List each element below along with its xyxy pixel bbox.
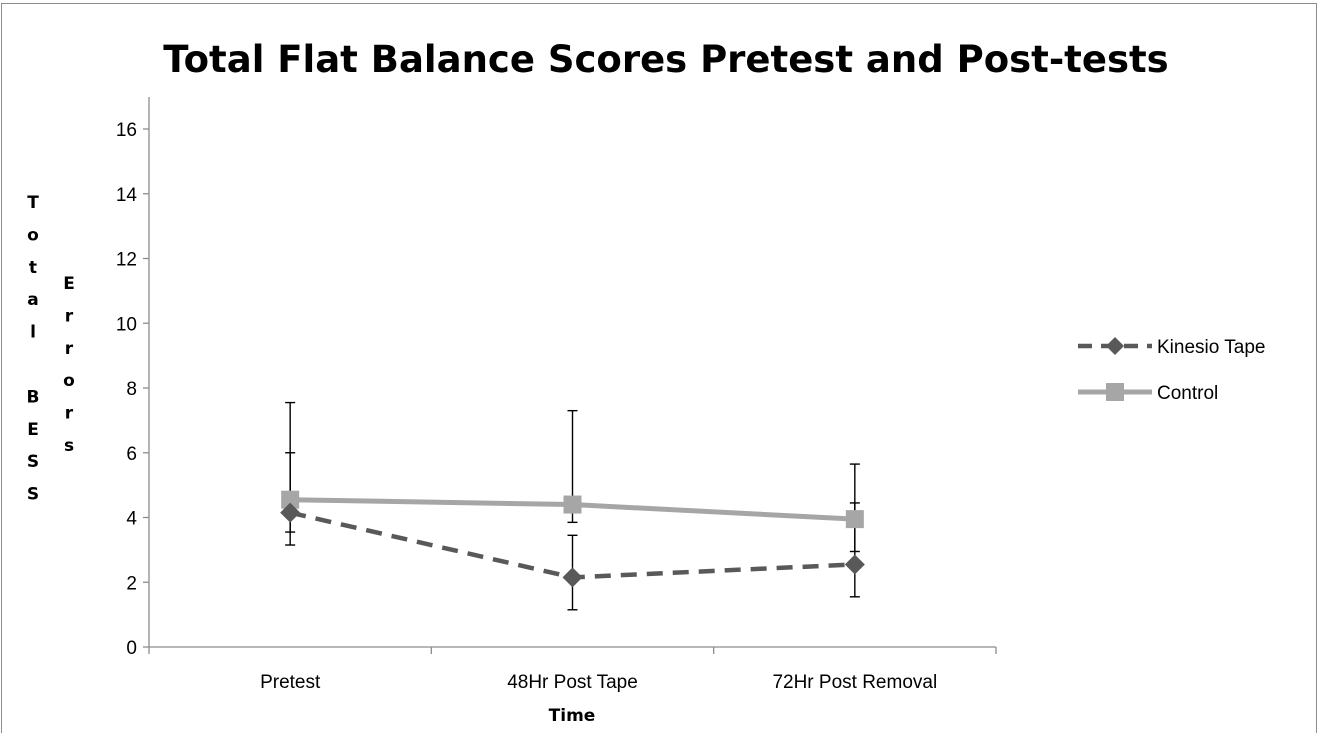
chart-frame [1,3,1317,733]
x-tick-label: 72Hr Post Removal [772,672,937,693]
chart-title: Total Flat Balance Scores Pretest and Po… [163,38,1168,81]
y-axis-title-letter: E [63,274,75,294]
legend-label: Kinesio Tape [1157,337,1265,358]
y-tick-label: 4 [126,509,137,530]
legend: Kinesio Tape Control [1078,337,1265,404]
y-axis: 0 2 4 6 8 10 12 14 16 [116,97,150,659]
y-axis-title-letter: t [29,258,37,278]
legend-marker-diamond [1106,337,1124,355]
y-axis-title-letter: B [27,387,40,407]
data-point-kinesio-tape [844,554,865,575]
data-point-kinesio-tape [562,567,583,588]
y-axis-title-letter: S [27,452,39,472]
y-tick-label: 0 [126,638,137,659]
y-axis-title-letter: o [63,371,75,391]
y-tick-label: 6 [126,444,137,465]
legend-marker-square [1106,383,1124,401]
y-axis-title-letter: a [27,290,38,310]
y-axis-title-letter: l [30,323,36,343]
data-point-kinesio-tape [280,502,301,523]
y-axis-title-letter: r [65,339,74,359]
x-tick-label: Pretest [260,672,321,693]
y-tick-label: 16 [116,120,137,141]
plot-area [280,401,865,611]
y-axis-title-letter: r [65,404,74,424]
y-axis-title-letter: r [65,306,74,326]
x-tick-label: 48Hr Post Tape [507,672,638,693]
data-point-control [281,490,300,509]
y-tick-label: 2 [126,573,137,594]
data-point-control [563,495,582,514]
y-tick-label: 14 [116,185,138,206]
y-tick-label: 12 [116,250,137,271]
x-axis-title: Time [549,706,596,726]
y-tick-label: 8 [126,379,137,400]
data-point-control [845,510,864,529]
y-axis-title-letter: S [27,485,39,505]
legend-label: Control [1157,383,1218,404]
y-tick-label: 10 [116,314,137,335]
x-axis: Pretest 48Hr Post Tape 72Hr Post Removal [148,646,997,693]
y-axis-title-letter: T [27,193,39,213]
y-axis-title-letter: E [27,420,39,440]
y-axis-title-letter: o [27,225,39,245]
y-axis-title-letter: s [64,436,74,456]
